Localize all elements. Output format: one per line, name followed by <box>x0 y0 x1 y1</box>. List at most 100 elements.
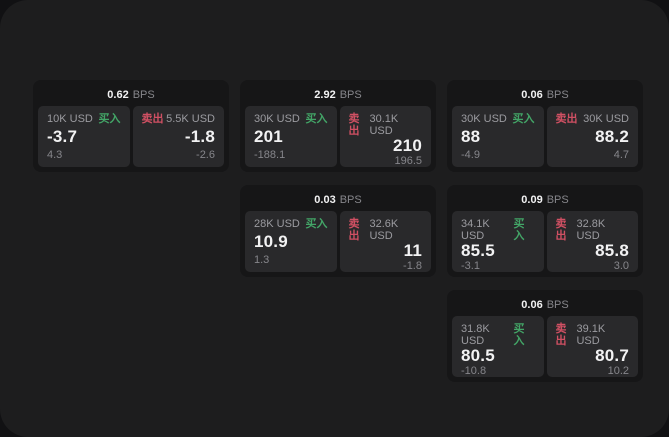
sell-tile[interactable]: 卖出 30K USD 88.2 4.7 <box>546 106 638 167</box>
sell-notional: 32.6K USD <box>369 218 399 242</box>
buy-change: -3.1 <box>461 260 480 272</box>
sell-price: 210 <box>393 136 422 155</box>
buy-price: 88 <box>461 127 481 146</box>
sell-label: 卖出 <box>348 113 360 137</box>
buy-label: 买入 <box>512 113 535 125</box>
buy-tile-header: 28K USD 买入 <box>254 218 328 230</box>
buy-change: -4.9 <box>461 149 480 161</box>
buy-label: 买入 <box>305 113 328 125</box>
sell-price: -1.8 <box>184 127 215 146</box>
bps-value: 2.92 <box>314 89 336 101</box>
buy-notional: 30K USD <box>254 113 300 125</box>
buy-tile-header: 10K USD 买入 <box>47 113 121 125</box>
buy-tile[interactable]: 30K USD 买入 88 -4.9 <box>452 106 544 167</box>
sell-change: -2.6 <box>196 149 215 161</box>
buy-tile-header: 30K USD 买入 <box>461 113 535 125</box>
buy-price: -3.7 <box>47 127 78 146</box>
sell-notional: 5.5K USD <box>166 113 215 125</box>
sell-tile[interactable]: 卖出 32.6K USD 11 -1.8 <box>339 211 431 272</box>
sell-tile[interactable]: 卖出 5.5K USD -1.8 -2.6 <box>132 106 224 167</box>
buy-tile[interactable]: 10K USD 买入 -3.7 4.3 <box>38 106 130 167</box>
sell-label: 卖出 <box>555 323 567 347</box>
sell-tile-header: 卖出 32.6K USD <box>349 218 423 242</box>
bps-value: 0.06 <box>521 299 543 311</box>
sell-change: 3.0 <box>613 260 629 272</box>
quote-tiles: 31.8K USD 买入 80.5 -10.8 卖出 39.1K USD 80.… <box>452 316 638 377</box>
sell-tile[interactable]: 卖出 32.8K USD 85.8 3.0 <box>546 211 638 272</box>
sell-tile-header: 卖出 30K USD <box>556 113 630 125</box>
quote-tiles: 10K USD 买入 -3.7 4.3 卖出 5.5K USD -1.8 -2.… <box>38 106 224 167</box>
quote-card: 0.09 BPS 34.1K USD 买入 85.5 -3.1 卖出 32.8K… <box>447 185 643 277</box>
sell-change: 196.5 <box>394 155 422 167</box>
buy-label: 买入 <box>513 323 525 347</box>
sell-notional: 30K USD <box>583 113 629 125</box>
buy-tile[interactable]: 28K USD 买入 10.9 1.3 <box>245 211 337 272</box>
card-header: 0.62 BPS <box>38 84 224 106</box>
buy-tile[interactable]: 34.1K USD 买入 85.5 -3.1 <box>452 211 544 272</box>
sell-tile-header: 卖出 32.8K USD <box>556 218 630 242</box>
sell-label: 卖出 <box>141 113 164 125</box>
sell-notional: 30.1K USD <box>369 113 399 137</box>
buy-notional: 34.1K USD <box>461 218 490 242</box>
quote-tiles: 30K USD 买入 88 -4.9 卖出 30K USD 88.2 4.7 <box>452 106 638 167</box>
buy-tile-header: 34.1K USD 买入 <box>461 218 535 242</box>
sell-change: -1.8 <box>403 260 422 272</box>
quote-card: 0.62 BPS 10K USD 买入 -3.7 4.3 卖出 5.5K USD… <box>33 80 229 172</box>
buy-notional: 10K USD <box>47 113 93 125</box>
buy-notional: 31.8K USD <box>461 323 490 347</box>
buy-price: 201 <box>254 127 283 146</box>
sell-change: 10.2 <box>607 365 629 377</box>
quote-tiles: 28K USD 买入 10.9 1.3 卖出 32.6K USD 11 -1.8 <box>245 211 431 272</box>
quote-card: 0.06 BPS 30K USD 买入 88 -4.9 卖出 30K USD 8… <box>447 80 643 172</box>
sell-price: 80.7 <box>595 346 629 365</box>
buy-change: 4.3 <box>47 149 63 161</box>
bps-value: 0.09 <box>521 194 543 206</box>
bps-unit-label: BPS <box>339 89 362 101</box>
buy-label: 买入 <box>513 218 525 242</box>
bps-value: 0.06 <box>521 89 543 101</box>
sell-tile-header: 卖出 39.1K USD <box>556 323 630 347</box>
quote-tiles: 30K USD 买入 201 -188.1 卖出 30.1K USD 210 1… <box>245 106 431 167</box>
quote-card: 0.06 BPS 31.8K USD 买入 80.5 -10.8 卖出 39.1… <box>447 290 643 382</box>
quote-card: 2.92 BPS 30K USD 买入 201 -188.1 卖出 30.1K … <box>240 80 436 172</box>
sell-price: 11 <box>403 241 422 260</box>
card-header: 2.92 BPS <box>245 84 431 106</box>
buy-tile[interactable]: 30K USD 买入 201 -188.1 <box>245 106 337 167</box>
buy-notional: 30K USD <box>461 113 507 125</box>
sell-tile-header: 卖出 30.1K USD <box>349 113 423 137</box>
bps-unit-label: BPS <box>546 89 569 101</box>
card-header: 0.03 BPS <box>245 189 431 211</box>
sell-tile-header: 卖出 5.5K USD <box>142 113 216 125</box>
bps-value: 0.62 <box>107 89 129 101</box>
buy-change: -10.8 <box>461 365 487 377</box>
sell-label: 卖出 <box>555 218 567 242</box>
buy-tile-header: 30K USD 买入 <box>254 113 328 125</box>
buy-change: -188.1 <box>254 149 286 161</box>
bps-unit-label: BPS <box>546 194 569 206</box>
sell-tile[interactable]: 卖出 30.1K USD 210 196.5 <box>339 106 431 167</box>
bps-unit-label: BPS <box>546 299 569 311</box>
sell-change: 4.7 <box>613 149 629 161</box>
sell-label: 卖出 <box>348 218 360 242</box>
buy-price: 10.9 <box>254 232 288 251</box>
buy-tile[interactable]: 31.8K USD 买入 80.5 -10.8 <box>452 316 544 377</box>
sell-price: 88.2 <box>595 127 629 146</box>
cards-grid: 0.62 BPS 10K USD 买入 -3.7 4.3 卖出 5.5K USD… <box>33 80 643 382</box>
buy-label: 买入 <box>305 218 328 230</box>
card-header: 0.06 BPS <box>452 294 638 316</box>
sell-price: 85.8 <box>595 241 629 260</box>
buy-tile-header: 31.8K USD 买入 <box>461 323 535 347</box>
bps-unit-label: BPS <box>339 194 362 206</box>
buy-label: 买入 <box>98 113 121 125</box>
sell-tile[interactable]: 卖出 39.1K USD 80.7 10.2 <box>546 316 638 377</box>
quote-tiles: 34.1K USD 买入 85.5 -3.1 卖出 32.8K USD 85.8… <box>452 211 638 272</box>
sell-label: 卖出 <box>555 113 578 125</box>
buy-price: 85.5 <box>461 241 495 260</box>
quote-card: 0.03 BPS 28K USD 买入 10.9 1.3 卖出 32.6K US… <box>240 185 436 277</box>
sell-notional: 32.8K USD <box>576 218 606 242</box>
sell-notional: 39.1K USD <box>576 323 606 347</box>
card-header: 0.09 BPS <box>452 189 638 211</box>
bps-value: 0.03 <box>314 194 336 206</box>
bps-unit-label: BPS <box>132 89 155 101</box>
